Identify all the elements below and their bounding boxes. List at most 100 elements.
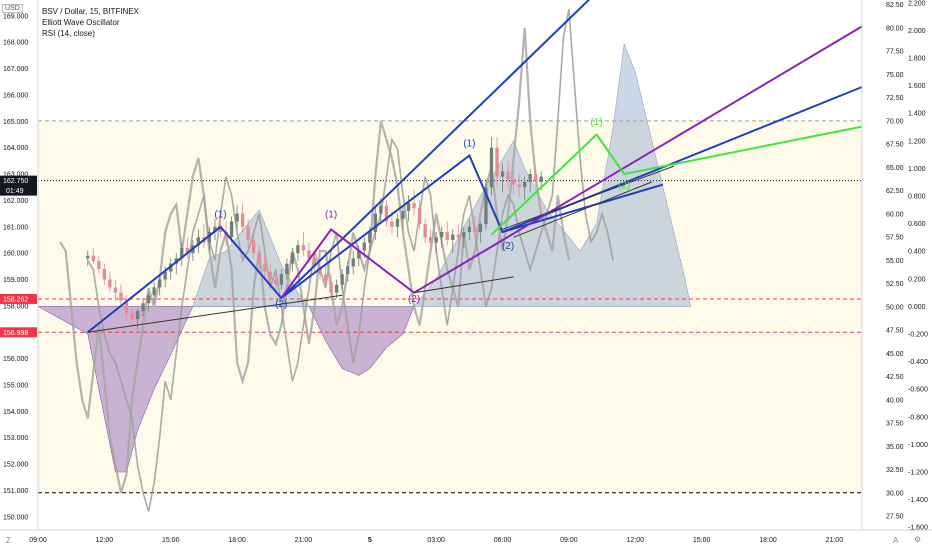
candle-body <box>124 300 129 314</box>
rsi-tick-label: 47.50 <box>886 328 904 335</box>
candle-body <box>301 245 306 251</box>
candle-body <box>334 284 339 293</box>
time-tick-label: 21:00 <box>826 537 844 544</box>
candle-body <box>417 208 422 225</box>
candle-body <box>252 239 256 254</box>
price-marker-label: 158.262 <box>3 296 28 303</box>
ewo-tick-label: 1.200 <box>908 138 926 145</box>
time-tick-label: 5 <box>368 537 372 544</box>
legend-rsi[interactable]: RSI (14, close) <box>42 29 95 38</box>
rsi-tick-label: 50.00 <box>886 304 904 311</box>
price-tick-label: 158.000 <box>3 303 28 310</box>
wave-label: (1) <box>463 138 475 149</box>
time-tick-label: 15:00 <box>693 537 711 544</box>
candle-body <box>395 218 400 227</box>
rsi-tick-label: 40.00 <box>886 397 904 404</box>
candle-body <box>467 226 472 233</box>
rsi-tick-label: 32.50 <box>886 467 904 474</box>
price-tick-label: 154.000 <box>3 409 28 416</box>
ewo-tick-label: 1.600 <box>908 83 926 90</box>
candle-body <box>274 279 278 285</box>
currency-label[interactable]: USD <box>2 4 23 13</box>
candle-body <box>119 292 123 301</box>
indicator-axis-panel <box>862 0 932 530</box>
time-tick-label: 21:00 <box>295 537 313 544</box>
candle-body <box>462 232 466 238</box>
rsi-tick-label: 55.00 <box>886 258 904 265</box>
rsi-tick-label: 65.00 <box>886 165 904 172</box>
candle-body <box>246 226 250 240</box>
candle-body <box>207 232 212 243</box>
candle-body <box>428 237 433 243</box>
candle-body <box>406 203 411 211</box>
candle-body <box>169 263 173 272</box>
price-tick-label: 153.000 <box>3 435 28 442</box>
time-tick-label: 12:00 <box>96 537 114 544</box>
wave-label: (1) <box>214 209 226 220</box>
auto-scale-icon[interactable]: A <box>893 536 899 545</box>
candle-body <box>401 210 405 219</box>
legend-symbol[interactable]: BSV / Dollar, 15, BITFINEX <box>42 7 139 16</box>
ewo-tick-label: -0.600 <box>908 387 928 394</box>
candle-body <box>489 147 494 188</box>
candle-body <box>180 247 184 259</box>
candle-body <box>445 232 449 240</box>
ewo-tick-label: 0.400 <box>908 249 926 256</box>
ewo-tick-label: 1.000 <box>908 166 926 173</box>
wave-line-3 <box>280 25 863 299</box>
price-tick-label: 166.000 <box>3 92 28 99</box>
candle-body <box>434 237 438 243</box>
legend-ewo[interactable]: Elliott Wave Oscillator <box>42 18 120 27</box>
price-tick-label: 151.000 <box>3 488 28 495</box>
candle-body <box>484 187 488 225</box>
candle-body <box>185 247 189 254</box>
candle-body <box>91 255 95 262</box>
candle-body <box>473 226 477 233</box>
rsi-smoothed-line <box>59 27 570 494</box>
candle-body <box>229 221 234 238</box>
rsi-tick-label: 72.50 <box>886 95 904 102</box>
candle-body <box>412 203 416 209</box>
rsi-tick-label: 45.00 <box>886 351 904 358</box>
wave-label: (2) <box>408 294 420 305</box>
candle-body <box>346 266 350 275</box>
price-tick-label: 152.000 <box>3 462 28 469</box>
wave-line-7 <box>502 165 675 230</box>
price-marker-countdown: 01:49 <box>6 188 24 195</box>
settings-icon[interactable]: ⚙ <box>914 535 922 544</box>
candle-body <box>323 274 328 283</box>
candle-body <box>368 232 372 243</box>
price-tick-label: 160.000 <box>3 251 28 258</box>
ewo-tick-label: 0.000 <box>908 304 926 311</box>
candle-body <box>152 287 156 296</box>
price-tick-label: 165.000 <box>3 119 28 126</box>
ewo-tick-label: -1.600 <box>908 525 928 532</box>
price-tick-label: 161.000 <box>3 224 28 231</box>
candle-body <box>218 226 223 233</box>
rsi-tick-label: 62.50 <box>886 188 904 195</box>
time-tick-label: 12:00 <box>626 537 644 544</box>
price-tick-label: 167.000 <box>3 66 28 73</box>
time-tick-label: 15:00 <box>162 537 180 544</box>
price-tick-label: 169.000 <box>3 13 28 20</box>
timezone-icon[interactable]: Z <box>6 536 11 545</box>
candle-body <box>86 255 90 259</box>
wave-label: (1) <box>590 117 602 128</box>
candle-body <box>500 171 505 177</box>
time-tick-label: 09:00 <box>560 537 578 544</box>
wave-line-5 <box>87 294 343 333</box>
wave-line-4 <box>490 125 863 236</box>
price-marker <box>0 175 37 196</box>
price-tick-label: 150.000 <box>3 514 28 521</box>
time-tick-label: 03:00 <box>427 537 445 544</box>
candle-body <box>97 261 101 269</box>
candle-body <box>102 268 107 280</box>
candle-body <box>135 311 140 320</box>
candle-body <box>240 213 245 227</box>
rsi-tick-label: 30.00 <box>886 490 904 497</box>
candle-body <box>130 313 134 320</box>
candle-body <box>163 271 167 280</box>
candle-body <box>257 253 261 264</box>
candle-body <box>362 242 366 251</box>
